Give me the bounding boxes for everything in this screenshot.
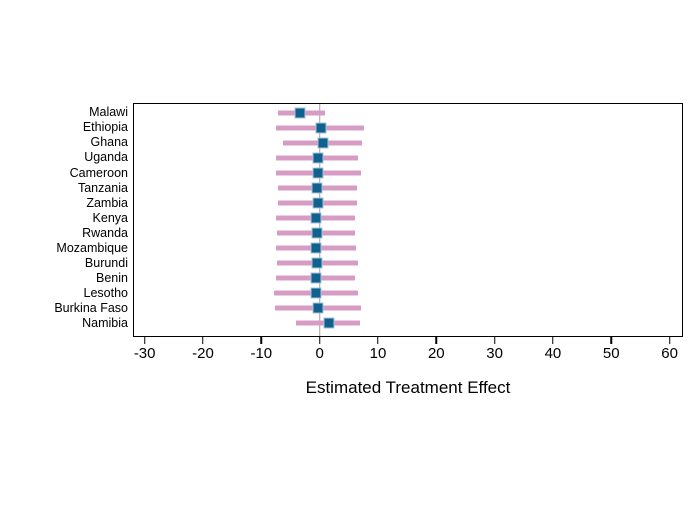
point-estimate-marker (311, 257, 323, 269)
point-estimate-marker (312, 167, 324, 179)
x-tick-label: -20 (192, 345, 214, 362)
point-estimate-marker (310, 287, 322, 299)
point-estimate-marker (310, 212, 322, 224)
x-tick-mark (318, 337, 321, 344)
ci-row (134, 166, 682, 181)
country-label: Zambia (86, 195, 128, 210)
country-label: Ethiopia (82, 120, 128, 135)
x-axis: -30 -20 -10 0 10 20 30 40 50 60 (133, 337, 683, 367)
point-estimate-marker (317, 137, 329, 149)
ci-row (134, 151, 682, 166)
x-tick-mark (668, 337, 671, 344)
country-label: Malawi (89, 105, 128, 120)
point-estimate-marker (310, 242, 322, 254)
x-tick-label: 10 (369, 345, 387, 362)
x-axis-title: Estimated Treatment Effect (305, 378, 511, 397)
x-tick-mark (260, 337, 263, 344)
point-estimate-marker (294, 107, 306, 119)
country-label: Burkina Faso (54, 301, 128, 316)
x-tick-mark (493, 337, 496, 344)
x-tick-label: -10 (250, 345, 273, 362)
country-label: Cameroon (69, 165, 128, 180)
plot-area (133, 103, 683, 337)
point-estimate-marker (323, 317, 335, 329)
y-axis-country-labels: Malawi Ethiopia Ghana Uganda Cameroon Tanzani… (0, 105, 128, 331)
ci-row (134, 196, 682, 211)
point-estimate-marker (315, 122, 327, 134)
country-label: Ghana (90, 135, 128, 150)
x-tick-label: 40 (544, 345, 562, 362)
x-tick-label: 30 (486, 345, 503, 362)
country-label: Namibia (82, 316, 128, 331)
country-label: Benin (96, 270, 128, 285)
ci-row (134, 315, 682, 330)
ci-rows-container (134, 106, 682, 330)
point-estimate-marker (311, 182, 323, 194)
x-tick-label: -30 (133, 345, 156, 362)
country-label: Tanzania (77, 180, 128, 195)
x-tick-mark (377, 337, 379, 344)
point-estimate-marker (310, 272, 322, 284)
point-estimate-marker (312, 197, 324, 209)
ci-row (134, 211, 682, 226)
ci-row (134, 270, 682, 285)
country-label: Mozambique (56, 240, 128, 255)
ci-row (134, 136, 682, 151)
point-estimate-marker (311, 227, 323, 239)
point-estimate-marker (312, 152, 324, 164)
ci-row (134, 300, 682, 315)
ci-row (134, 240, 682, 255)
x-tick-label: 20 (427, 345, 445, 362)
x-tick-mark (435, 337, 438, 344)
country-label: Lesotho (83, 286, 128, 301)
x-tick-label: 60 (661, 345, 678, 362)
ci-row (134, 226, 682, 241)
country-label: Uganda (84, 150, 128, 165)
ci-row (134, 285, 682, 300)
x-tick-mark (143, 337, 146, 344)
ci-row (134, 121, 682, 136)
ci-row (134, 106, 682, 121)
country-label: Kenya (92, 210, 128, 225)
x-tick-mark (610, 337, 612, 344)
x-tick-label: 0 (315, 345, 324, 362)
point-estimate-marker (312, 302, 324, 314)
x-tick-mark (202, 337, 204, 344)
ci-row (134, 181, 682, 196)
ci-row (134, 255, 682, 270)
country-label: Rwanda (82, 225, 128, 240)
x-tick-mark (552, 337, 554, 344)
x-tick-label: 50 (602, 345, 620, 362)
country-label: Burundi (84, 255, 128, 270)
